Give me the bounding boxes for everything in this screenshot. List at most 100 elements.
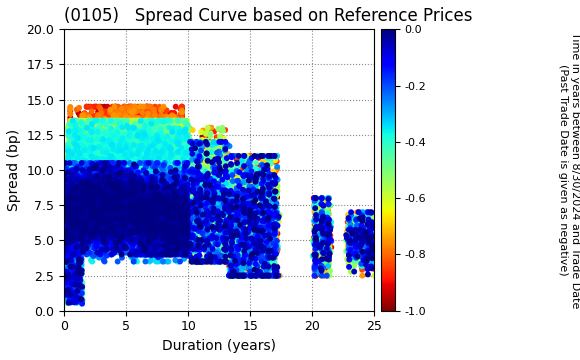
Point bbox=[86, 165, 95, 170]
Point bbox=[131, 168, 140, 174]
Point bbox=[77, 202, 86, 208]
Point bbox=[113, 141, 122, 147]
Point bbox=[118, 210, 128, 216]
Point bbox=[160, 243, 169, 249]
Point bbox=[136, 141, 145, 147]
Point bbox=[190, 234, 200, 239]
Point bbox=[93, 192, 102, 198]
Point bbox=[179, 215, 188, 221]
Point bbox=[74, 240, 83, 246]
Point bbox=[64, 236, 74, 242]
Point bbox=[171, 130, 180, 136]
Point bbox=[139, 203, 148, 209]
Point bbox=[172, 220, 181, 226]
Point bbox=[81, 153, 90, 159]
Point bbox=[71, 199, 80, 205]
Point bbox=[108, 146, 118, 152]
Point bbox=[226, 205, 235, 211]
Point bbox=[88, 221, 97, 227]
Point bbox=[169, 134, 179, 140]
Point bbox=[169, 191, 179, 197]
Point bbox=[137, 140, 146, 145]
Point bbox=[146, 238, 155, 244]
Point bbox=[180, 125, 189, 131]
Point bbox=[150, 198, 160, 204]
Point bbox=[227, 174, 236, 180]
Point bbox=[147, 189, 156, 195]
Point bbox=[160, 234, 169, 239]
Point bbox=[363, 219, 372, 225]
Point bbox=[71, 163, 81, 168]
Point bbox=[81, 210, 90, 215]
Point bbox=[71, 193, 80, 198]
Point bbox=[64, 258, 73, 264]
Point bbox=[312, 226, 321, 232]
Point bbox=[140, 154, 149, 160]
Point bbox=[84, 139, 93, 145]
Point bbox=[146, 200, 155, 206]
Point bbox=[256, 225, 265, 231]
Point bbox=[162, 212, 172, 218]
Point bbox=[161, 246, 171, 252]
Point bbox=[176, 160, 186, 166]
Point bbox=[135, 168, 144, 174]
Point bbox=[117, 118, 126, 123]
Point bbox=[128, 221, 137, 226]
Point bbox=[175, 228, 184, 233]
Point bbox=[162, 221, 171, 227]
Point bbox=[133, 151, 143, 157]
Point bbox=[168, 151, 177, 157]
Point bbox=[322, 256, 331, 262]
Point bbox=[79, 160, 89, 166]
Point bbox=[111, 200, 121, 206]
Point bbox=[115, 172, 125, 177]
Point bbox=[117, 181, 126, 187]
Point bbox=[244, 187, 253, 193]
Point bbox=[70, 146, 79, 152]
Point bbox=[137, 138, 146, 143]
Point bbox=[154, 214, 164, 220]
Point bbox=[60, 197, 70, 203]
Point bbox=[103, 150, 113, 156]
Point bbox=[107, 118, 117, 123]
Point bbox=[62, 208, 71, 214]
Point bbox=[94, 156, 103, 161]
Point bbox=[64, 153, 73, 159]
Point bbox=[93, 187, 103, 193]
Point bbox=[165, 147, 174, 153]
Point bbox=[88, 211, 97, 217]
Point bbox=[150, 174, 159, 180]
Point bbox=[147, 203, 157, 209]
Point bbox=[73, 150, 82, 156]
Point bbox=[183, 197, 192, 202]
Point bbox=[142, 188, 151, 193]
Point bbox=[69, 160, 78, 166]
Point bbox=[95, 203, 104, 208]
Point bbox=[130, 151, 139, 157]
Point bbox=[74, 118, 84, 123]
Point bbox=[183, 224, 192, 229]
Point bbox=[316, 265, 325, 271]
Point bbox=[150, 183, 159, 189]
Point bbox=[111, 147, 121, 153]
Point bbox=[125, 139, 135, 145]
Point bbox=[117, 196, 126, 202]
Point bbox=[148, 200, 158, 206]
Point bbox=[92, 212, 101, 218]
Point bbox=[172, 220, 181, 225]
Point bbox=[128, 142, 137, 148]
Point bbox=[115, 176, 124, 182]
Point bbox=[121, 122, 130, 127]
Point bbox=[149, 237, 158, 243]
Point bbox=[68, 153, 78, 159]
Point bbox=[172, 193, 181, 199]
Point bbox=[88, 144, 97, 150]
Point bbox=[269, 221, 278, 227]
Point bbox=[157, 143, 166, 148]
Point bbox=[61, 213, 70, 219]
Point bbox=[76, 168, 85, 174]
Point bbox=[371, 241, 380, 247]
Point bbox=[82, 138, 92, 143]
Point bbox=[122, 186, 132, 192]
Point bbox=[84, 167, 93, 172]
